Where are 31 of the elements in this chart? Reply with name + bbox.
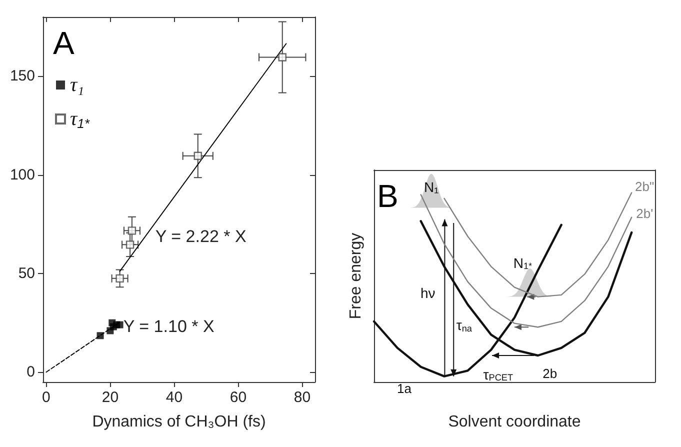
series-label: 2b" xyxy=(635,179,655,194)
legend-label: τ₁ xyxy=(70,74,84,96)
x-axis-title: Dynamics of CH₃OH (fs) xyxy=(92,414,266,430)
y-tick-label: 150 xyxy=(10,68,35,85)
series-label: 2b' xyxy=(636,206,654,221)
annotation: hν xyxy=(420,285,436,302)
x-tick-label: 80 xyxy=(294,389,311,406)
x-tick-label: 40 xyxy=(166,389,183,406)
annotation: N₁ xyxy=(424,179,440,196)
y-tick-label: 50 xyxy=(18,264,35,282)
point xyxy=(278,53,286,62)
annotation: Y = 1.10 * X xyxy=(123,317,214,336)
y-axis-title: Free energy xyxy=(348,232,364,320)
x-axis-title: Solvent coordinate xyxy=(448,414,581,430)
x-tick-label: 60 xyxy=(230,389,247,406)
point xyxy=(116,274,124,283)
annotation: Y = 2.22 * X xyxy=(155,226,246,246)
point xyxy=(194,152,202,160)
annotation: B xyxy=(377,178,398,214)
point xyxy=(96,332,104,340)
y-tick-label: 100 xyxy=(10,166,35,184)
annotation: τna xyxy=(456,317,473,334)
series-label: 1a xyxy=(397,380,412,396)
series-label: 2b xyxy=(542,366,558,381)
annotation: N1* xyxy=(513,254,533,271)
point xyxy=(116,321,124,328)
x-tick-label: 0 xyxy=(42,389,50,406)
annotation: A xyxy=(53,25,75,61)
x-tick-label: 20 xyxy=(102,389,119,406)
y-tick-label: 0 xyxy=(26,364,35,381)
annotation: τPCET xyxy=(483,366,514,383)
